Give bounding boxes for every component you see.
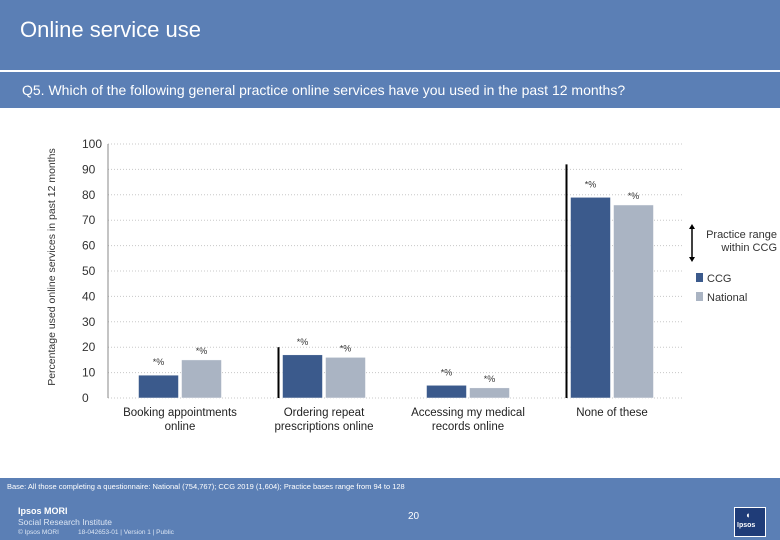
y-tick-label: 50 <box>82 264 96 278</box>
copyright: © Ipsos MORI <box>18 529 59 536</box>
data-label: *% <box>585 179 597 189</box>
bar-ccg <box>138 374 179 399</box>
data-label: *% <box>196 346 208 356</box>
y-tick-label: 10 <box>82 366 96 380</box>
ipsos-logo <box>734 507 766 537</box>
question-text: Q5. Which of the following general pract… <box>22 82 626 98</box>
y-axis-title: Percentage used online services in past … <box>46 148 58 386</box>
legend-range-arrow-down <box>689 257 695 262</box>
y-tick-label: 20 <box>82 340 96 354</box>
y-tick-label: 40 <box>82 289 96 303</box>
labels-layer: Percentage used online services in past … <box>46 137 648 433</box>
brand-name: Ipsos MORI <box>18 506 68 516</box>
x-category-label: Booking appointments <box>123 407 237 419</box>
data-label: *% <box>340 343 352 353</box>
bar-ccg <box>426 385 467 399</box>
bar-national <box>469 387 510 399</box>
question-band <box>0 72 780 108</box>
legend-range-label: within CCG <box>720 242 777 254</box>
bar-national <box>181 359 222 399</box>
y-tick-label: 90 <box>82 162 96 176</box>
x-category-label: Ordering repeat <box>284 407 365 419</box>
footer-band <box>0 500 780 540</box>
brand-subtitle: Social Research Institute <box>18 517 113 527</box>
data-label: *% <box>484 374 496 384</box>
y-tick-label: 70 <box>82 213 96 227</box>
y-tick-label: 100 <box>82 137 102 151</box>
y-tick-label: 30 <box>82 315 96 329</box>
legend-label-ccg: CCG <box>707 273 731 285</box>
base-note: Base: All those completing a questionnai… <box>7 482 405 491</box>
y-tick-label: 0 <box>82 391 89 405</box>
y-tick-label: 80 <box>82 188 96 202</box>
x-category-label: Accessing my medical <box>411 407 525 419</box>
logo-wordmark: Ipsos <box>737 522 756 529</box>
legend-range-arrow-up <box>689 224 695 229</box>
legend-swatch-national <box>696 292 703 301</box>
header-band <box>0 0 780 64</box>
job-reference: 18-042653-01 | Version 1 | Public <box>78 529 174 536</box>
bar-ccg <box>282 354 323 399</box>
page-title: Online service use <box>20 17 201 42</box>
legend-swatch-ccg <box>696 273 703 282</box>
bar-national <box>613 204 654 399</box>
logo-mark-icon: ◖ <box>745 510 751 520</box>
data-label: *% <box>628 191 640 201</box>
bar-national <box>325 357 366 399</box>
bar-chart: Percentage used online services in past … <box>46 137 777 433</box>
data-label: *% <box>297 337 309 347</box>
x-category-label: records online <box>432 421 504 433</box>
bar-ccg <box>570 197 611 399</box>
bars-layer <box>138 164 654 399</box>
x-category-label: online <box>165 421 196 433</box>
data-label: *% <box>153 357 165 367</box>
comparison-note: Comparisons are indicative only: differe… <box>7 461 371 473</box>
y-tick-label: 60 <box>82 239 96 253</box>
data-label: *% <box>441 367 453 377</box>
x-category-label: prescriptions online <box>274 421 373 433</box>
x-category-label: None of these <box>576 407 648 419</box>
page-number: 20 <box>408 511 420 522</box>
legend-range-label: Practice range <box>706 229 777 241</box>
legend-label-national: National <box>707 292 747 304</box>
